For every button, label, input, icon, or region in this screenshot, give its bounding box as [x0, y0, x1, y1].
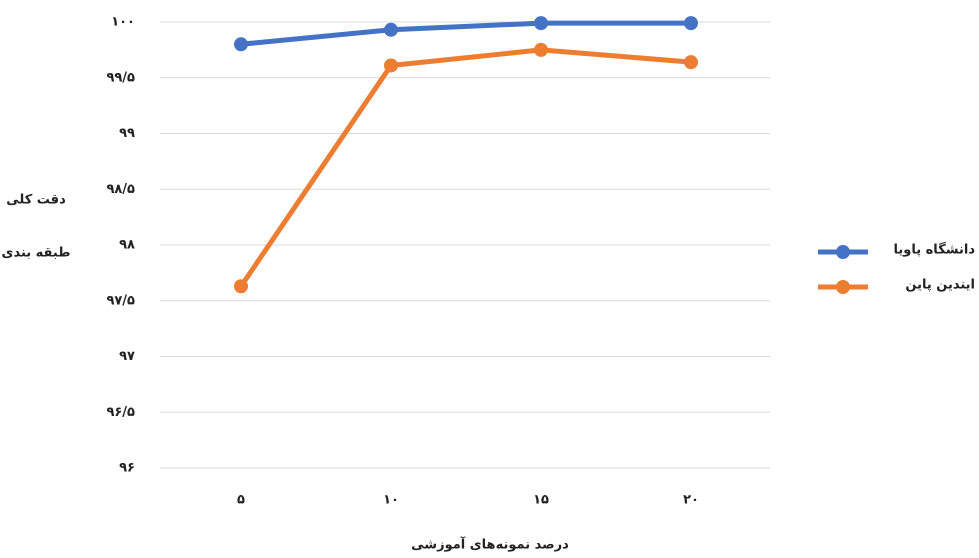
data-point: [684, 16, 698, 31]
data-point: [384, 58, 398, 73]
x-tick-label: ۱۰: [383, 493, 399, 508]
y-axis-label: طبقه بندی: [2, 246, 71, 261]
data-point: [534, 42, 548, 57]
data-point: [384, 22, 398, 37]
y-tick-label: ۹۶: [119, 461, 135, 476]
y-tick-label: ۹۸/۵: [106, 182, 135, 197]
x-axis-label: درصد نمونه‌های آموزشی: [411, 536, 569, 553]
y-tick-label: ۹۶/۵: [106, 405, 135, 420]
y-tick-label: ۹۹: [119, 126, 135, 141]
data-point: [234, 37, 248, 52]
series-line: [238, 20, 694, 47]
y-tick-label: ۹۹/۵: [106, 70, 135, 85]
x-tick-label: ۵: [237, 493, 245, 508]
y-tick-label: ۹۷: [119, 349, 135, 364]
legend-label: دانشگاه پاویا: [894, 242, 976, 258]
legend-marker: [836, 280, 850, 294]
legend-marker: [836, 245, 850, 259]
data-point: [684, 55, 698, 70]
series-line: [238, 47, 694, 289]
legend-label: ایندین پاین: [905, 278, 975, 293]
y-axis-label: دقت کلی: [6, 193, 66, 208]
y-tick-label: ۱۰۰: [111, 15, 135, 30]
data-point: [534, 16, 548, 31]
y-tick-label: ۹۷/۵: [106, 293, 135, 308]
data-point: [234, 279, 248, 294]
x-tick-label: ۱۵: [533, 493, 549, 508]
x-tick-label: ۲۰: [683, 493, 699, 508]
y-tick-label: ۹۸: [119, 238, 135, 253]
